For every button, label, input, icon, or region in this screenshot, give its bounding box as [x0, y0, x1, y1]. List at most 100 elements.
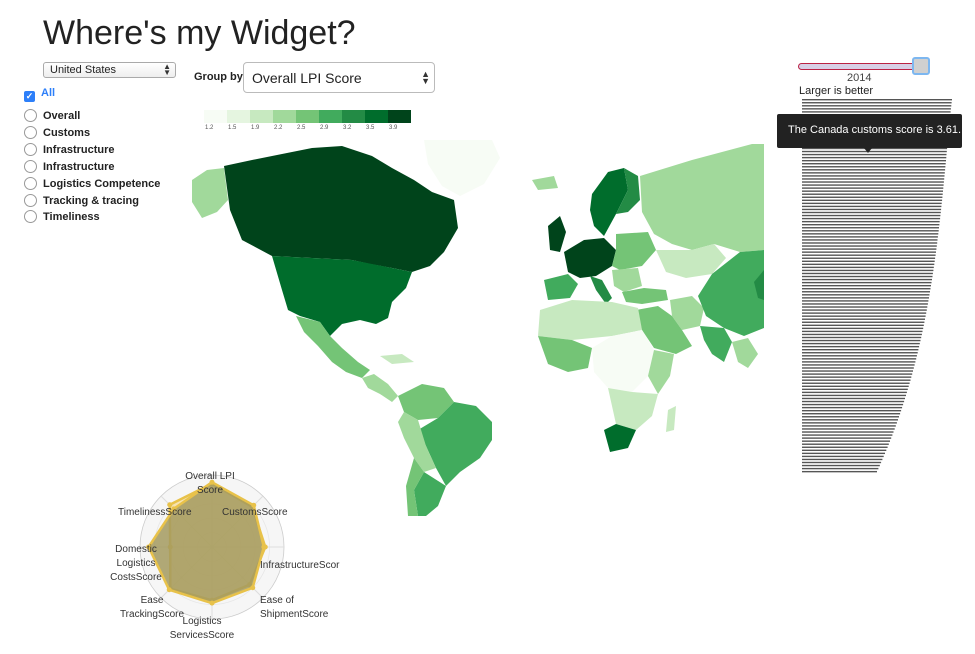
ranking-bar[interactable] [802, 339, 921, 342]
ranking-bar[interactable] [802, 458, 883, 461]
ranking-bar[interactable] [802, 260, 935, 262]
map-colombia-venezuela[interactable] [398, 384, 454, 420]
ranking-bar[interactable] [802, 336, 922, 339]
ranking-bar[interactable] [802, 370, 913, 372]
radar-point[interactable] [171, 506, 177, 512]
ranking-bar[interactable] [802, 254, 936, 256]
ranking-bar[interactable] [802, 364, 915, 366]
map-west-africa[interactable] [538, 336, 592, 372]
ranking-bar[interactable] [802, 300, 929, 302]
ranking-bar[interactable] [802, 352, 918, 354]
ranking-bar[interactable] [802, 291, 930, 293]
ranking-bar[interactable] [802, 349, 919, 351]
ranking-bar[interactable] [802, 257, 936, 259]
map-middle-east[interactable] [636, 306, 692, 354]
ranking-bar[interactable] [802, 333, 922, 336]
ranking-bar[interactable] [802, 464, 880, 467]
ranking-bar[interactable] [802, 159, 946, 162]
ranking-bar[interactable] [802, 391, 907, 394]
ranking-bar[interactable] [802, 361, 916, 363]
ranking-bar[interactable] [802, 169, 946, 171]
radio-timeliness[interactable]: Timeliness [24, 210, 100, 226]
ranking-bar[interactable] [802, 202, 942, 205]
ranking-bar[interactable] [802, 275, 933, 278]
ranking-bar[interactable] [802, 443, 889, 445]
country-select[interactable]: United States ▲ ▼ [43, 62, 176, 78]
radio-overall[interactable]: Overall [24, 109, 80, 125]
ranking-bar[interactable] [802, 297, 929, 299]
ranking-bar[interactable] [802, 413, 901, 415]
ranking-bar[interactable] [802, 342, 920, 345]
map-chile[interactable] [406, 458, 424, 516]
ranking-bar[interactable] [802, 184, 944, 186]
ranking-bar[interactable] [802, 327, 924, 330]
ranking-bar[interactable] [802, 150, 947, 153]
map-east-africa[interactable] [648, 350, 674, 394]
map-scandinavia[interactable] [590, 168, 628, 236]
radar-point[interactable] [251, 502, 257, 508]
ranking-bar[interactable] [802, 419, 898, 421]
ranking-bar[interactable] [802, 403, 904, 406]
all-checkbox[interactable]: ✓ All [24, 87, 55, 103]
ranking-bar[interactable] [802, 416, 899, 418]
ranking-bar[interactable] [802, 303, 928, 305]
ranking-bar[interactable] [802, 217, 941, 220]
ranking-bar[interactable] [802, 105, 952, 107]
ranking-bar[interactable] [802, 355, 917, 357]
ranking-bar[interactable] [802, 248, 937, 250]
ranking-bar[interactable] [802, 224, 940, 226]
ranking-bar[interactable] [802, 233, 939, 235]
ranking-bar[interactable] [802, 431, 894, 433]
ranking-bar[interactable] [802, 172, 945, 174]
map-central-america[interactable] [362, 374, 398, 402]
map-iceland[interactable] [532, 176, 558, 190]
ranking-bar[interactable] [802, 178, 945, 180]
ranking-bar[interactable] [802, 406, 903, 409]
radar-point[interactable] [209, 600, 215, 606]
map-japan[interactable] [754, 270, 764, 300]
ranking-bar[interactable] [802, 358, 917, 360]
ranking-bar[interactable] [802, 193, 943, 195]
ranking-bar[interactable] [802, 281, 932, 284]
ranking-bar[interactable] [802, 236, 938, 238]
map-mexico[interactable] [296, 316, 370, 378]
ranking-bar[interactable] [802, 467, 879, 470]
ranking-bar[interactable] [802, 102, 952, 104]
ranking-bar[interactable] [802, 306, 928, 308]
ranking-bar[interactable] [802, 181, 944, 183]
ranking-bar[interactable] [802, 470, 877, 473]
ranking-bar[interactable] [802, 428, 895, 430]
ranking-bar[interactable] [802, 461, 882, 464]
ranking-bar[interactable] [802, 245, 937, 247]
map-greenland[interactable] [424, 140, 500, 196]
map-iberia[interactable] [544, 274, 578, 300]
ranking-bar[interactable] [802, 388, 908, 391]
ranking-bar[interactable] [802, 175, 945, 177]
map-central-africa[interactable] [592, 330, 654, 392]
ranking-bar[interactable] [802, 324, 924, 327]
map-iran[interactable] [670, 296, 704, 330]
ranking-bar[interactable] [802, 214, 941, 217]
ranking-bar[interactable] [802, 187, 944, 189]
radar-point[interactable] [250, 585, 256, 591]
map-argentina[interactable] [414, 472, 446, 516]
ranking-bar[interactable] [802, 345, 920, 348]
map-cuba[interactable] [380, 354, 414, 364]
ranking-bar[interactable] [802, 318, 925, 320]
ranking-bar[interactable] [802, 373, 913, 375]
ranking-bar[interactable] [802, 266, 934, 269]
ranking-bar[interactable] [802, 422, 897, 424]
map-alaska[interactable] [192, 168, 228, 218]
ranking-bar[interactable] [802, 330, 923, 333]
ranking-bar[interactable] [802, 211, 941, 214]
map-russia[interactable] [640, 144, 764, 252]
ranking-bar[interactable] [802, 309, 927, 311]
map-southeast-asia[interactable] [732, 338, 758, 368]
radar-point[interactable] [261, 544, 267, 550]
map-italy[interactable] [590, 276, 612, 304]
ranking-bar[interactable] [802, 230, 939, 232]
ranking-bar[interactable] [802, 376, 912, 378]
radar-point[interactable] [146, 544, 152, 550]
ranking-bar[interactable] [802, 272, 933, 275]
map-balkans[interactable] [612, 268, 642, 292]
